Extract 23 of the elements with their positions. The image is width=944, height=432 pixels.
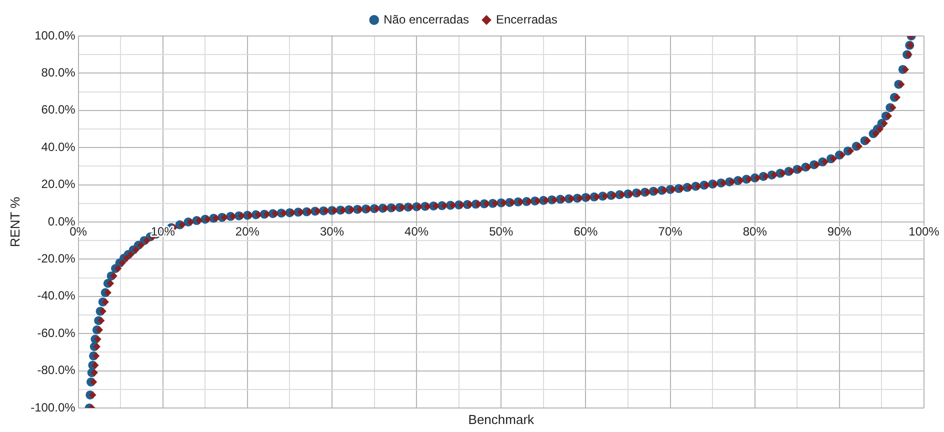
x-tick-label: 90% — [827, 224, 852, 238]
y-tick-label: 20.0% — [41, 177, 76, 192]
y-tick-label: -60.0% — [37, 326, 76, 340]
y-axis-title: RENT % — [7, 196, 22, 248]
legend-label: Encerradas — [496, 12, 558, 26]
y-tick-label: -40.0% — [37, 288, 76, 303]
x-tick-label: 50% — [489, 224, 514, 238]
x-tick-label: 40% — [404, 224, 429, 238]
x-tick-label: 20% — [235, 224, 260, 238]
y-tick-label: 100.0% — [34, 28, 76, 42]
x-tick-label: 30% — [320, 224, 344, 238]
y-tick-label: 60.0% — [41, 102, 76, 117]
y-tick-label: -80.0% — [37, 363, 76, 378]
y-tick-label: -100.0% — [30, 400, 76, 414]
y-tick-label: 80.0% — [41, 66, 76, 80]
x-axis-title: Benchmark — [468, 412, 535, 428]
legend-label: Não encerradas — [384, 12, 470, 26]
x-tick-label: 60% — [574, 224, 598, 238]
y-tick-label: 40.0% — [41, 140, 76, 154]
x-tick-label: 80% — [742, 224, 768, 238]
x-tick-label: 100% — [908, 224, 940, 238]
y-tick-label: -20.0% — [37, 252, 76, 266]
x-tick-label: 70% — [658, 224, 683, 238]
